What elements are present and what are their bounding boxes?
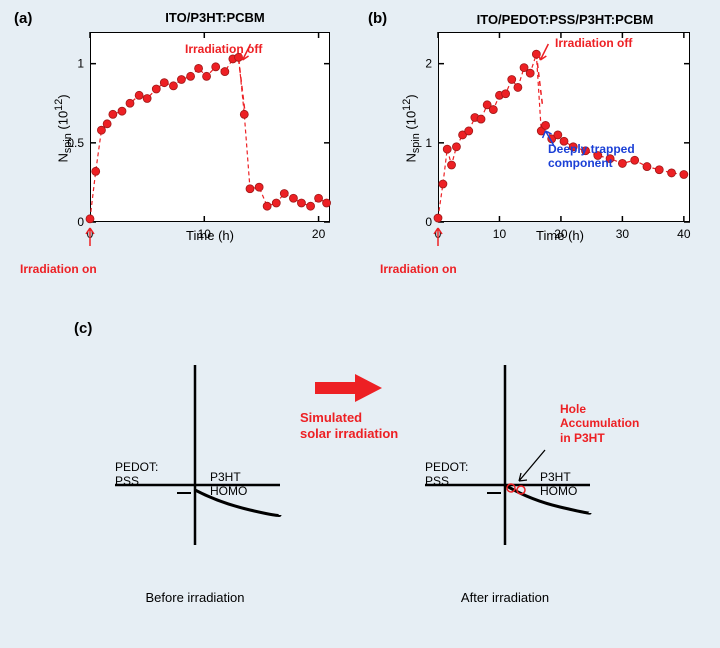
chart-b-svg: 010203040012 [438,32,690,222]
diagram-left-p3ht-label: P3HT HOMO [210,470,247,499]
chart-a-ylabel-text: Nspin (1012) [56,94,71,162]
chart-a-xlabel: Time (h) [160,228,260,243]
svg-text:40: 40 [677,227,691,241]
diagram-arrow-label: Simulated solar irradiation [300,410,398,441]
chart-b-deep-trap-label: Deeply trapped component [548,142,635,171]
panel-b-label: (b) [368,10,387,27]
diagram-left-pedot-label: PEDOT: PSS [115,460,158,489]
diagram-right-p3ht-label: P3HT HOMO [540,470,577,499]
diagram-right-pedot-label: PEDOT: PSS [425,460,468,489]
diagram-right-svg [420,355,600,555]
svg-text:10: 10 [493,227,507,241]
chart-a-svg: 0102000.51 [90,32,330,222]
chart-b-irr-off-label: Irradiation off [555,36,632,50]
chart-b-ylabel: Nspin (1012) [402,94,423,162]
chart-a-ylabel: Nspin (1012) [54,94,75,162]
chart-a-irr-off-label: Irradiation off [185,42,262,56]
diagram-left-caption: Before irradiation [120,590,270,605]
svg-text:30: 30 [616,227,630,241]
diagram-left-svg [110,355,290,555]
svg-text:2: 2 [425,57,432,71]
diagram-right-caption: After irradiation [430,590,580,605]
svg-text:20: 20 [312,227,326,241]
svg-text:0: 0 [77,215,84,229]
chart-b-ylabel-text: Nspin (1012) [404,94,419,162]
svg-text:1: 1 [425,136,432,150]
chart-a-irr-on-label: Irradiation on [20,262,97,276]
svg-text:0: 0 [425,215,432,229]
chart-b-irr-on-label: Irradiation on [380,262,457,276]
chart-a-title: ITO/P3HT:PCBM [100,10,330,25]
chart-b-xlabel: Time (h) [510,228,610,243]
diagram-right-hole-label: Hole Accumulation in P3HT [560,402,639,445]
panel-c-label: (c) [74,320,92,337]
chart-b-title: ITO/PEDOT:PSS/P3HT:PCBM [430,12,700,27]
diagram-arrow-svg [310,370,390,410]
panel-a-label: (a) [14,10,32,27]
svg-text:1: 1 [77,57,84,71]
